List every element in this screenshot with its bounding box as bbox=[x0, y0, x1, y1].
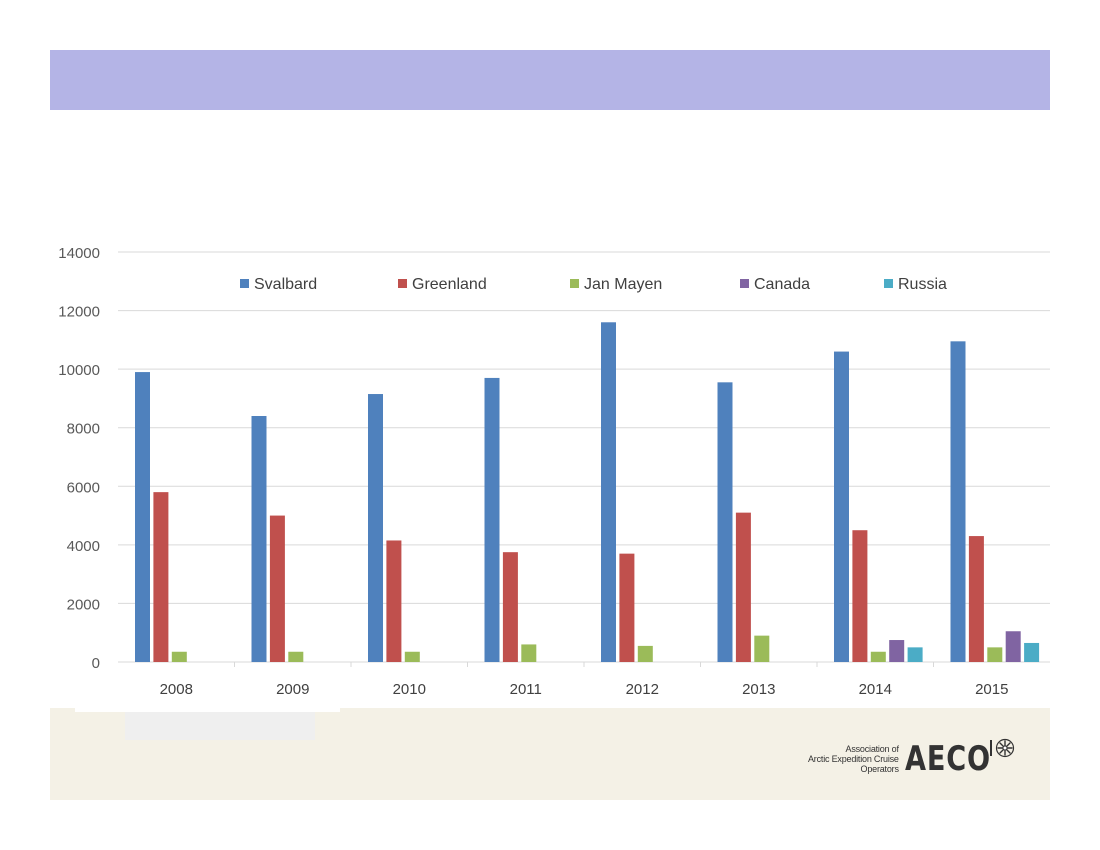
bar-greenland bbox=[502, 552, 518, 662]
legend-swatch bbox=[240, 279, 249, 288]
legend-label: Russia bbox=[898, 276, 947, 293]
x-tick-label: 2010 bbox=[393, 681, 426, 698]
bar-greenland bbox=[852, 530, 868, 662]
y-tick-label: 14000 bbox=[58, 245, 100, 262]
y-tick-label: 6000 bbox=[67, 479, 100, 496]
y-tick-label: 8000 bbox=[67, 421, 100, 438]
legend-label: Greenland bbox=[412, 276, 487, 293]
logo-line-3: Operators bbox=[860, 764, 899, 774]
bar-jan-mayen bbox=[987, 647, 1003, 662]
bar-jan-mayen bbox=[404, 651, 420, 662]
bar-russia bbox=[1024, 642, 1040, 662]
footer-patch bbox=[125, 712, 315, 740]
bar-greenland bbox=[968, 536, 984, 662]
bar-svalbard bbox=[601, 322, 616, 662]
bar-greenland bbox=[153, 492, 169, 662]
bar-jan-mayen bbox=[754, 635, 770, 662]
legend-swatch bbox=[884, 279, 893, 288]
bar-svalbard bbox=[368, 394, 383, 662]
legend-swatch bbox=[570, 279, 579, 288]
header-band bbox=[50, 50, 1050, 110]
bar-chart: 0 2000 4000 6000 8000 10000 12000 14000 2008 2009… bbox=[58, 245, 1050, 698]
bar-russia bbox=[907, 647, 923, 662]
x-tick-label: 2014 bbox=[859, 681, 892, 698]
x-tick-label: 2008 bbox=[160, 681, 193, 698]
x-tick-label: 2012 bbox=[626, 681, 659, 698]
y-tick-label: 0 bbox=[92, 655, 100, 672]
aeco-logo: Association of Arctic Expedition Cruise … bbox=[808, 736, 1018, 782]
bar-svalbard bbox=[950, 341, 966, 662]
bar-svalbard bbox=[484, 377, 500, 662]
x-tick-label: 2013 bbox=[742, 681, 775, 698]
logo-mark: AECO bbox=[904, 739, 991, 779]
logo-text: Association of Arctic Expedition Cruise … bbox=[808, 744, 899, 774]
bar-greenland bbox=[735, 512, 751, 662]
bar-greenland bbox=[386, 540, 402, 662]
bar-canada bbox=[1005, 631, 1021, 662]
bar-canada bbox=[889, 640, 905, 662]
legend-swatch bbox=[398, 279, 407, 288]
legend-label: Canada bbox=[754, 276, 810, 293]
bar-greenland bbox=[619, 553, 635, 662]
legend-label: Svalbard bbox=[254, 276, 317, 293]
bar-svalbard bbox=[251, 416, 267, 662]
bar-svalbard bbox=[717, 382, 733, 662]
compass-icon bbox=[995, 738, 1015, 758]
x-tick-label: 2009 bbox=[276, 681, 309, 698]
bar-svalbard bbox=[135, 372, 150, 662]
bar-svalbard bbox=[834, 351, 849, 662]
x-tick-label: 2015 bbox=[975, 681, 1008, 698]
y-tick-label: 4000 bbox=[67, 538, 100, 555]
logo-divider bbox=[990, 740, 992, 756]
y-tick-label: 10000 bbox=[58, 362, 100, 379]
logo-line-1: Association of bbox=[845, 744, 899, 754]
bar-jan-mayen bbox=[637, 645, 653, 662]
bar-jan-mayen bbox=[521, 644, 537, 662]
bar-jan-mayen bbox=[288, 651, 304, 662]
x-tick-label: 2011 bbox=[510, 681, 542, 698]
legend-label: Jan Mayen bbox=[584, 276, 662, 293]
legend-swatch bbox=[740, 279, 749, 288]
bar-jan-mayen bbox=[171, 651, 187, 662]
bar-greenland bbox=[269, 515, 285, 662]
bar-jan-mayen bbox=[870, 651, 886, 662]
y-tick-label: 12000 bbox=[58, 304, 100, 321]
footer-patch bbox=[75, 708, 340, 712]
logo-line-2: Arctic Expedition Cruise bbox=[808, 754, 899, 764]
y-tick-label: 2000 bbox=[67, 596, 100, 613]
